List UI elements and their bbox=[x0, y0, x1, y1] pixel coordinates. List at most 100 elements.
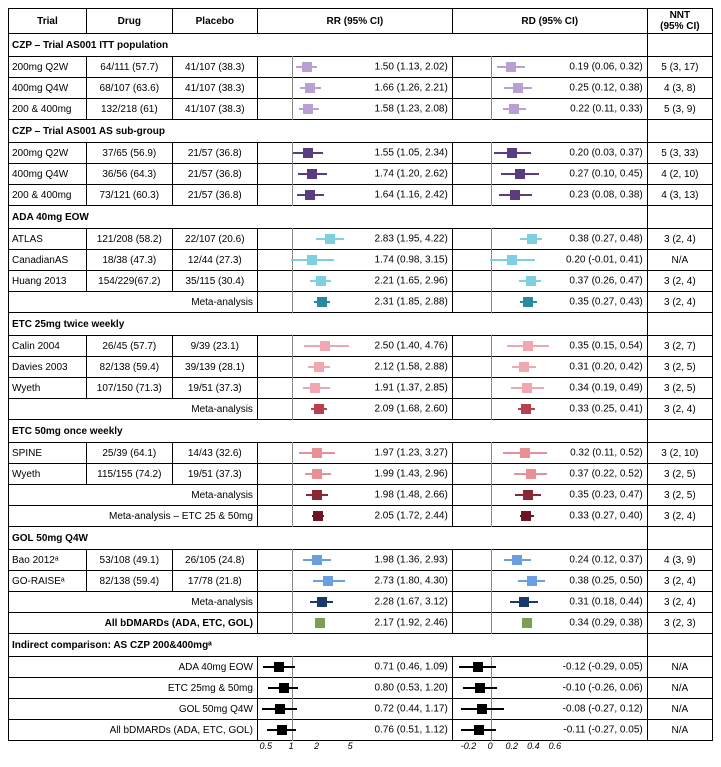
table-row: CanadianAS18/38 (47.3)12/44 (27.3)1.74 (… bbox=[9, 250, 713, 271]
placebo-value: 19/51 (37.3) bbox=[172, 378, 257, 399]
table-row: All bDMARDs (ADA, ETC, GOL)0.76 (0.51, 1… bbox=[9, 720, 713, 741]
nnt-value: 5 (3, 17) bbox=[647, 57, 712, 78]
placebo-value: 14/43 (32.6) bbox=[172, 443, 257, 464]
rd-cell: -0.11 (-0.27, 0.05) bbox=[452, 720, 647, 741]
table-row: ETC 25mg & 50mg0.80 (0.53, 1.20)-0.10 (-… bbox=[9, 678, 713, 699]
section-title: CZP – Trial AS001 ITT population bbox=[9, 34, 648, 57]
meta-label: ETC 25mg & 50mg bbox=[9, 678, 258, 699]
nnt-value: 3 (2, 4) bbox=[647, 571, 712, 592]
trial-name: Bao 2012ᵃ bbox=[9, 550, 87, 571]
rr-cell: 1.64 (1.16, 2.42) bbox=[257, 185, 452, 206]
rr-cell: 1.98 (1.36, 2.93) bbox=[257, 550, 452, 571]
rr-cell: 0.72 (0.44, 1.17) bbox=[257, 699, 452, 720]
rd-cell: 0.33 (0.25, 0.41) bbox=[452, 399, 647, 420]
placebo-value: 9/39 (23.1) bbox=[172, 336, 257, 357]
table-row: Meta-analysis2.28 (1.67, 3.12)0.31 (0.18… bbox=[9, 592, 713, 613]
rr-cell: 1.55 (1.05, 2.34) bbox=[257, 143, 452, 164]
table-row: GOL 50mg Q4W0.72 (0.44, 1.17)-0.08 (-0.2… bbox=[9, 699, 713, 720]
rr-cell: 1.58 (1.23, 2.08) bbox=[257, 99, 452, 120]
th-placebo: Placebo bbox=[172, 9, 257, 34]
th-drug: Drug bbox=[86, 9, 172, 34]
nnt-value: 3 (2, 4) bbox=[647, 271, 712, 292]
nnt-value: N/A bbox=[647, 678, 712, 699]
rd-cell: -0.08 (-0.27, 0.12) bbox=[452, 699, 647, 720]
trial-name: 200mg Q2W bbox=[9, 143, 87, 164]
nnt-value: 5 (3, 33) bbox=[647, 143, 712, 164]
table-row: ATLAS121/208 (58.2)22/107 (20.6)2.83 (1.… bbox=[9, 229, 713, 250]
rd-cell: 0.20 (-0.01, 0.41) bbox=[452, 250, 647, 271]
placebo-value: 21/57 (36.8) bbox=[172, 143, 257, 164]
trial-name: CanadianAS bbox=[9, 250, 87, 271]
drug-value: 73/121 (60.3) bbox=[86, 185, 172, 206]
placebo-value: 41/107 (38.3) bbox=[172, 99, 257, 120]
rd-cell: 0.23 (0.08, 0.38) bbox=[452, 185, 647, 206]
section-title: Indirect comparison: AS CZP 200&400mgᵃ bbox=[9, 634, 648, 657]
drug-value: 107/150 (71.3) bbox=[86, 378, 172, 399]
section-title: ETC 25mg twice weekly bbox=[9, 313, 648, 336]
drug-value: 25/39 (64.1) bbox=[86, 443, 172, 464]
trial-name: 200 & 400mg bbox=[9, 99, 87, 120]
table-row: GO-RAISEᵃ82/138 (59.4)17/78 (21.8)2.73 (… bbox=[9, 571, 713, 592]
rr-cell: 1.99 (1.43, 2.96) bbox=[257, 464, 452, 485]
table-row: ADA 40mg EOW0.71 (0.46, 1.09)-0.12 (-0.2… bbox=[9, 657, 713, 678]
nnt-value: 4 (2, 10) bbox=[647, 164, 712, 185]
th-nnt: NNT(95% CI) bbox=[647, 9, 712, 34]
header-row: Trial Drug Placebo RR (95% CI) RD (95% C… bbox=[9, 9, 713, 34]
rd-cell: 0.31 (0.20, 0.42) bbox=[452, 357, 647, 378]
drug-value: 37/65 (56.9) bbox=[86, 143, 172, 164]
forest-plot-table: Trial Drug Placebo RR (95% CI) RD (95% C… bbox=[8, 8, 713, 759]
nnt-value: 4 (3, 9) bbox=[647, 550, 712, 571]
drug-value: 26/45 (57.7) bbox=[86, 336, 172, 357]
table-row: Meta-analysis1.98 (1.48, 2.66)0.35 (0.23… bbox=[9, 485, 713, 506]
rr-cell: 0.76 (0.51, 1.12) bbox=[257, 720, 452, 741]
nnt-value: N/A bbox=[647, 657, 712, 678]
rd-cell: 0.32 (0.11, 0.52) bbox=[452, 443, 647, 464]
drug-value: 132/218 (61) bbox=[86, 99, 172, 120]
rd-cell: 0.19 (0.06, 0.32) bbox=[452, 57, 647, 78]
rd-cell: 0.38 (0.25, 0.50) bbox=[452, 571, 647, 592]
placebo-value: 17/78 (21.8) bbox=[172, 571, 257, 592]
rd-cell: 0.35 (0.27, 0.43) bbox=[452, 292, 647, 313]
rr-cell: 1.74 (1.20, 2.62) bbox=[257, 164, 452, 185]
meta-label: Meta-analysis bbox=[9, 592, 258, 613]
table-row: All bDMARDs (ADA, ETC, GOL)2.17 (1.92, 2… bbox=[9, 613, 713, 634]
drug-value: 64/111 (57.7) bbox=[86, 57, 172, 78]
rr-cell: 2.21 (1.65, 2.96) bbox=[257, 271, 452, 292]
table-row: 400mg Q4W68/107 (63.6)41/107 (38.3)1.66 … bbox=[9, 78, 713, 99]
rd-cell: -0.10 (-0.26, 0.06) bbox=[452, 678, 647, 699]
drug-value: 68/107 (63.6) bbox=[86, 78, 172, 99]
table-row: 200mg Q2W64/111 (57.7)41/107 (38.3)1.50 … bbox=[9, 57, 713, 78]
rr-cell: 2.05 (1.72, 2.44) bbox=[257, 506, 452, 527]
table-row: Huang 2013154/229(67.2)35/115 (30.4)2.21… bbox=[9, 271, 713, 292]
th-rr: RR (95% CI) bbox=[257, 9, 452, 34]
placebo-value: 26/105 (24.8) bbox=[172, 550, 257, 571]
trial-name: Calin 2004 bbox=[9, 336, 87, 357]
rd-cell: 0.34 (0.29, 0.38) bbox=[452, 613, 647, 634]
table-row: Meta-analysis – ETC 25 & 50mg2.05 (1.72,… bbox=[9, 506, 713, 527]
nnt-value: 3 (2, 10) bbox=[647, 443, 712, 464]
nnt-value: 3 (2, 5) bbox=[647, 378, 712, 399]
rd-cell: 0.27 (0.10, 0.45) bbox=[452, 164, 647, 185]
drug-value: 36/56 (64.3) bbox=[86, 164, 172, 185]
rr-cell: 2.17 (1.92, 2.46) bbox=[257, 613, 452, 634]
trial-name: Wyeth bbox=[9, 464, 87, 485]
table-row: Bao 2012ᵃ53/108 (49.1)26/105 (24.8)1.98 … bbox=[9, 550, 713, 571]
trial-name: 200mg Q2W bbox=[9, 57, 87, 78]
placebo-value: 41/107 (38.3) bbox=[172, 78, 257, 99]
rr-cell: 2.28 (1.67, 3.12) bbox=[257, 592, 452, 613]
rr-cell: 0.80 (0.53, 1.20) bbox=[257, 678, 452, 699]
table-row: SPINE25/39 (64.1)14/43 (32.6)1.97 (1.23,… bbox=[9, 443, 713, 464]
trial-name: Huang 2013 bbox=[9, 271, 87, 292]
nnt-value: N/A bbox=[647, 699, 712, 720]
rr-cell: 1.98 (1.48, 2.66) bbox=[257, 485, 452, 506]
section-header: CZP – Trial AS001 ITT population bbox=[9, 34, 713, 57]
nnt-value: N/A bbox=[647, 250, 712, 271]
th-rd: RD (95% CI) bbox=[452, 9, 647, 34]
trial-name: 400mg Q4W bbox=[9, 164, 87, 185]
table-row: 400mg Q4W36/56 (64.3)21/57 (36.8)1.74 (1… bbox=[9, 164, 713, 185]
section-header: Indirect comparison: AS CZP 200&400mgᵃ bbox=[9, 634, 713, 657]
rr-cell: 1.97 (1.23, 3.27) bbox=[257, 443, 452, 464]
rd-cell: 0.38 (0.27, 0.48) bbox=[452, 229, 647, 250]
rd-cell: 0.20 (0.03, 0.37) bbox=[452, 143, 647, 164]
rr-cell: 1.50 (1.13, 2.02) bbox=[257, 57, 452, 78]
